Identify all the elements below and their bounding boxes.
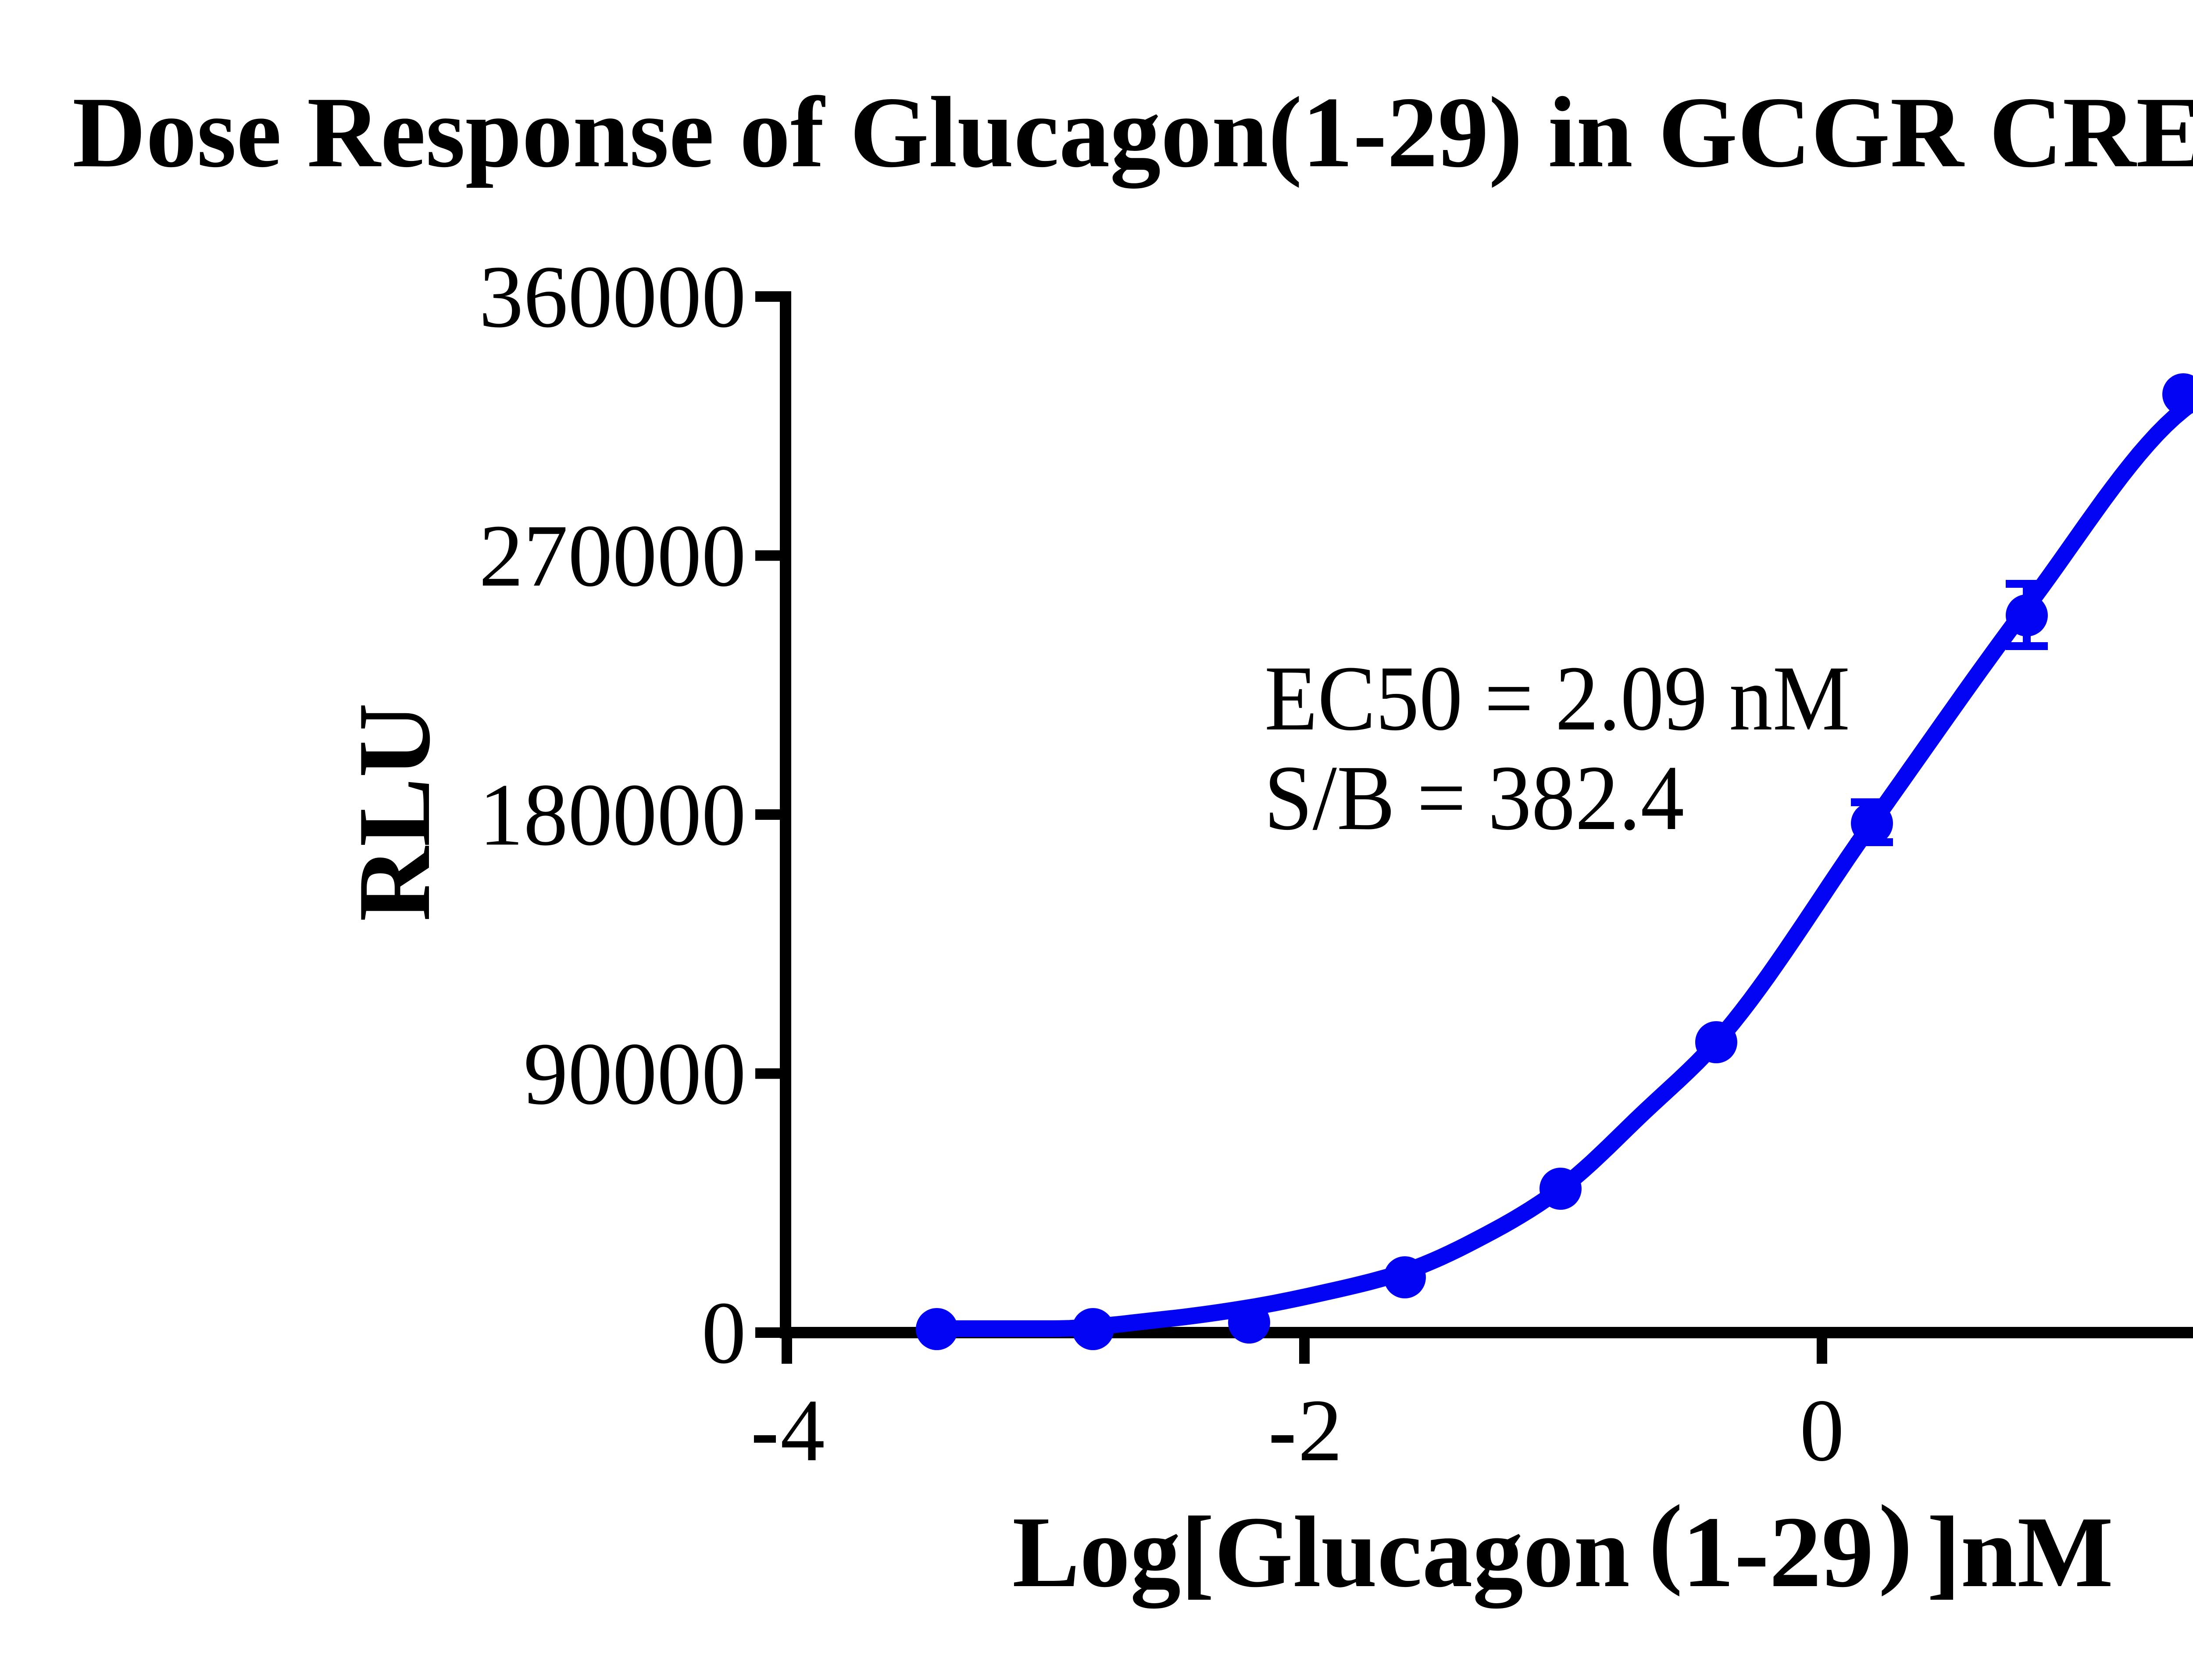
svg-text:S/B = 382.4: S/B = 382.4 [1264, 746, 1684, 849]
svg-text:360000: 360000 [479, 247, 746, 346]
svg-text:180000: 180000 [479, 765, 746, 864]
svg-text:270000: 270000 [479, 506, 746, 605]
svg-text:EC50 = 2.09 nM: EC50 = 2.09 nM [1264, 647, 1850, 750]
svg-text:0: 0 [1800, 1381, 1844, 1480]
svg-text:90000: 90000 [524, 1024, 746, 1123]
svg-text:4: 4 [780, 1381, 825, 1480]
svg-text:Dose Response of Glucagon(1-29: Dose Response of Glucagon(1-29) in GCGR … [72, 76, 2193, 189]
svg-text:0: 0 [702, 1283, 746, 1382]
svg-text:2: 2 [1298, 1381, 1343, 1480]
svg-text:RLU: RLU [337, 703, 452, 921]
svg-text:Log[Glucagon(1-29)]nM: Log[Glucagon (1-29)]nM [1012, 1484, 2113, 1609]
